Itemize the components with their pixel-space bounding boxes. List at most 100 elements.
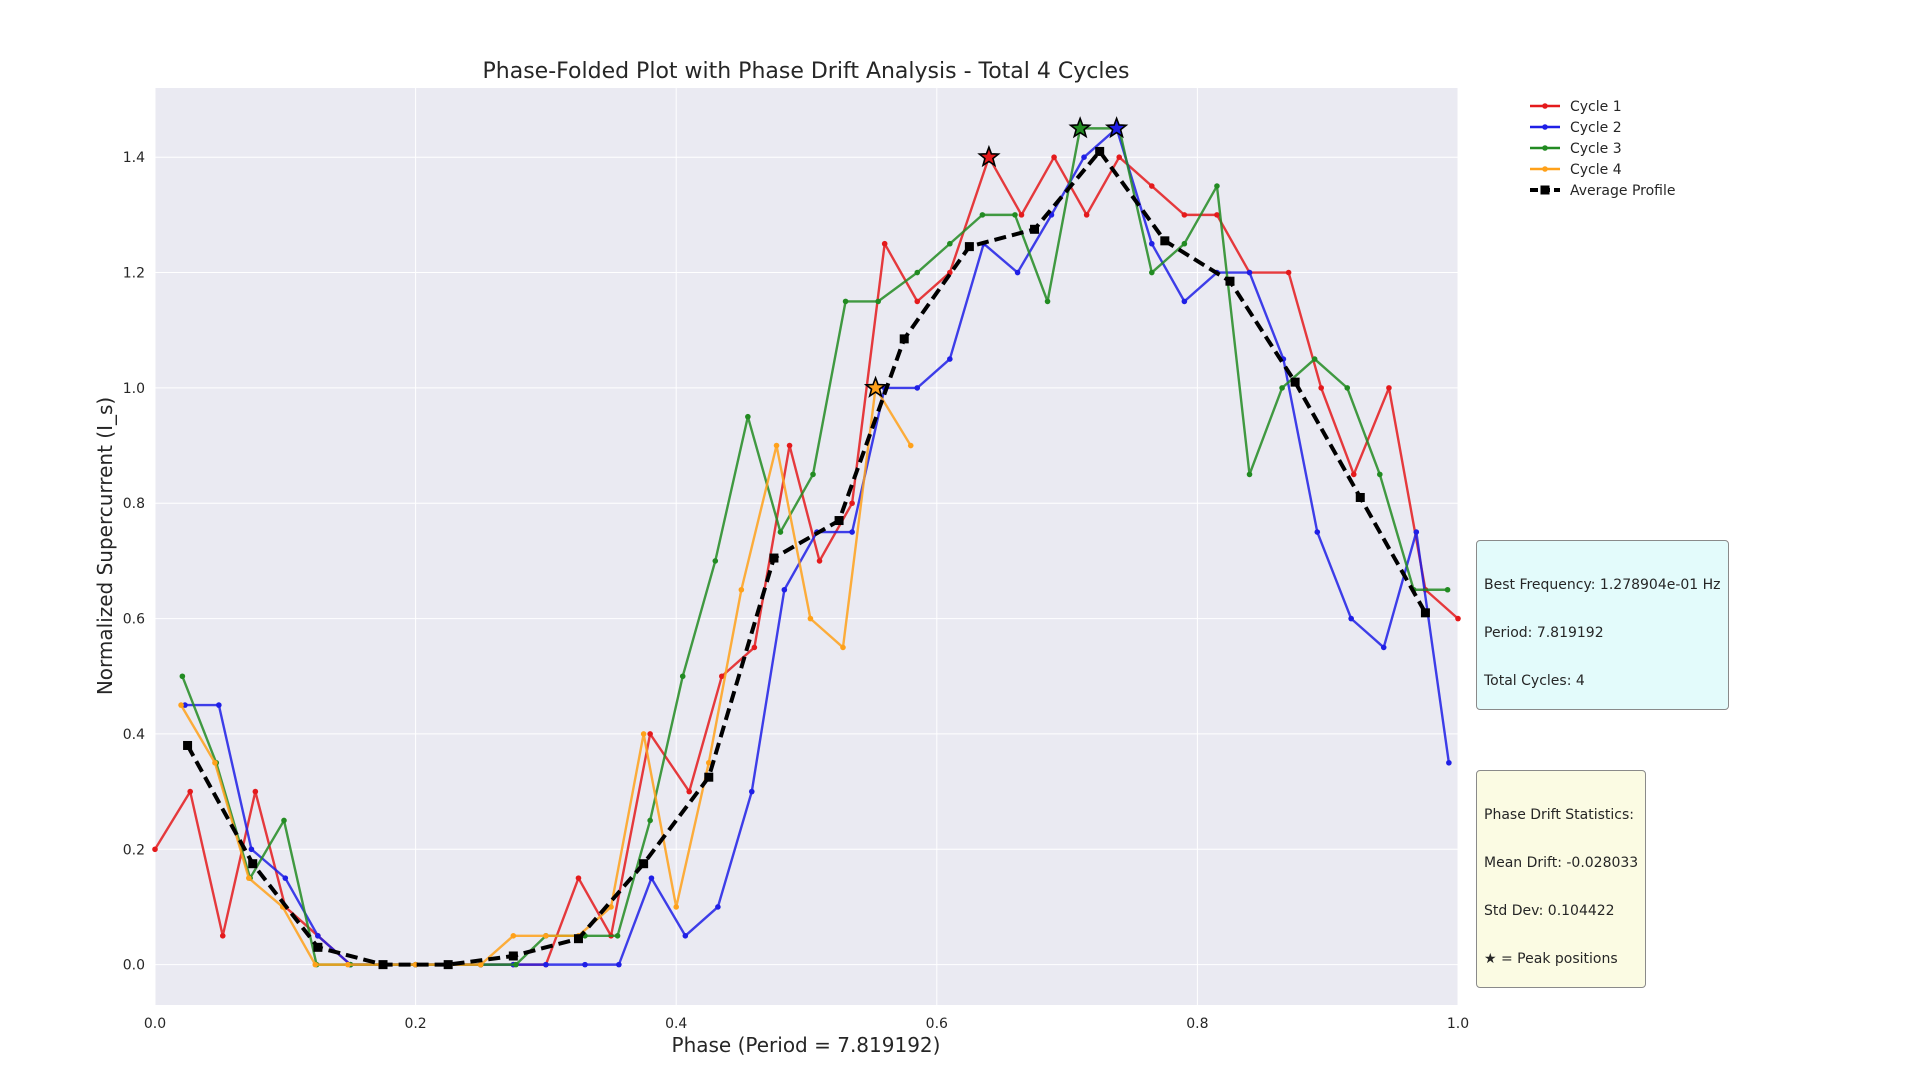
data-point (1386, 385, 1392, 391)
data-point (781, 586, 788, 593)
data-point (1380, 644, 1387, 651)
data-point (608, 904, 614, 910)
data-point (1214, 212, 1220, 218)
legend-marker (1542, 166, 1548, 172)
data-point (704, 772, 714, 782)
data-point (152, 846, 158, 853)
data-point (1214, 183, 1220, 189)
period-line: Period: 7.819192 (1484, 625, 1604, 641)
data-point (513, 961, 519, 968)
data-point (899, 334, 909, 344)
data-point (842, 298, 849, 305)
y-tick-label: 0.4 (123, 727, 145, 743)
data-point (477, 961, 484, 968)
plot-area (155, 88, 1458, 1005)
data-point (315, 932, 321, 939)
data-point (1413, 529, 1420, 535)
data-point (1318, 385, 1324, 391)
data-point (178, 702, 184, 708)
legend-marker (1542, 124, 1548, 130)
legend-label: Cycle 2 (1570, 120, 1622, 136)
x-tick-label: 0.2 (404, 1016, 426, 1032)
data-point (443, 960, 453, 970)
data-point (686, 788, 693, 795)
frequency-line: Best Frequency: 1.278904e-01 Hz (1484, 577, 1721, 593)
data-point (914, 385, 921, 391)
data-point (914, 269, 921, 276)
data-point (1455, 615, 1461, 622)
data-point (183, 740, 193, 750)
data-point (773, 442, 780, 449)
data-point (964, 242, 974, 252)
data-point (786, 442, 793, 449)
legend-label: Average Profile (1570, 183, 1675, 199)
data-point (187, 788, 193, 795)
data-point (179, 673, 186, 680)
data-point (849, 500, 855, 507)
data-point (1420, 608, 1430, 618)
data-point (1285, 269, 1292, 276)
data-point (1181, 240, 1188, 247)
data-point (1181, 212, 1188, 218)
data-point (810, 471, 816, 478)
data-point (1348, 615, 1354, 622)
data-point (616, 961, 622, 968)
y-tick-label: 0.2 (123, 842, 145, 858)
data-point (745, 413, 751, 420)
series-average-profile (183, 146, 1430, 970)
data-point (1246, 471, 1253, 478)
data-point (834, 516, 844, 526)
data-point (1377, 471, 1383, 478)
peak-star-marker (1104, 116, 1129, 139)
data-point (1446, 759, 1452, 766)
data-point (816, 558, 823, 564)
data-point (543, 932, 549, 939)
data-point (543, 961, 549, 968)
y-tick-label: 0.8 (123, 496, 145, 512)
peak-markers (863, 116, 1129, 398)
data-point (1314, 529, 1321, 535)
data-point (673, 904, 679, 910)
legend-entry: Cycle 2 (1530, 120, 1622, 136)
data-point (1246, 269, 1253, 276)
legend-label: Cycle 4 (1570, 162, 1622, 178)
data-point (282, 875, 289, 881)
data-point (573, 934, 583, 944)
y-tick-label: 1.2 (123, 266, 145, 282)
data-point (1081, 154, 1087, 161)
legend-marker (1542, 145, 1548, 151)
legend-entry: Cycle 3 (1530, 141, 1622, 157)
data-point (582, 961, 588, 968)
data-point (248, 859, 258, 869)
peak-star-marker (1068, 116, 1092, 139)
data-point (738, 586, 745, 593)
data-point (313, 942, 323, 952)
data-point (1018, 212, 1025, 218)
x-tick-label: 0.0 (144, 1016, 166, 1032)
y-axis-label: Normalized Supercurrent (I_s) (93, 397, 117, 695)
data-point (1014, 269, 1021, 276)
data-point (1083, 212, 1090, 218)
data-point (1444, 586, 1451, 593)
data-point (1225, 276, 1235, 286)
std-dev-line: Std Dev: 0.104422 (1484, 903, 1615, 919)
data-point (378, 960, 388, 970)
data-point (1148, 269, 1155, 276)
drift-heading: Phase Drift Statistics: (1484, 807, 1635, 823)
legend-label: Cycle 1 (1570, 99, 1622, 115)
legend-entry: Average Profile (1530, 183, 1675, 199)
legend-marker (1540, 185, 1550, 195)
data-point (648, 875, 655, 881)
x-tick-label: 0.4 (665, 1016, 687, 1032)
data-point (1030, 224, 1040, 234)
y-tick-label: 1.4 (123, 150, 145, 166)
y-tick-label: 0.6 (123, 612, 145, 628)
legend: Cycle 1 Cycle 2 Cycle 3 Cycle 4 Average Prof… (1530, 99, 1675, 199)
data-point (1311, 356, 1318, 362)
legend-entry: Cycle 4 (1530, 162, 1622, 178)
legend-marker (1542, 103, 1548, 109)
data-point (751, 644, 758, 651)
data-point (705, 759, 712, 766)
data-point (947, 356, 953, 362)
